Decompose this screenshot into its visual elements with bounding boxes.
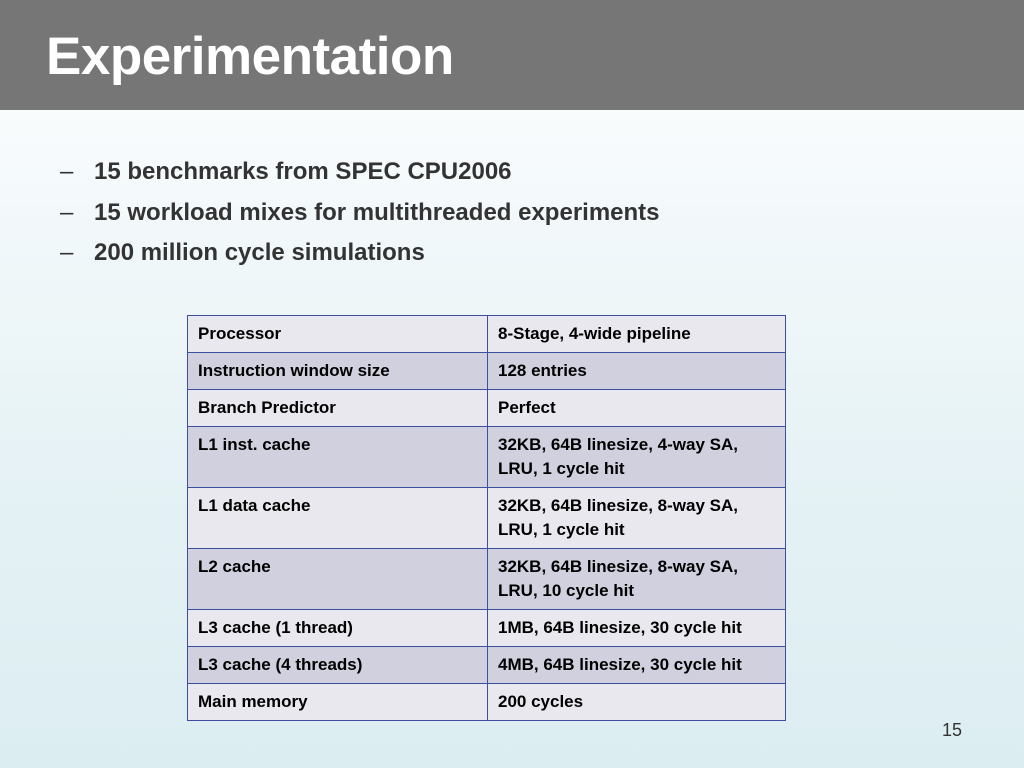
bullet-dash: – — [60, 198, 74, 226]
table-row: L1 data cache 32KB, 64B linesize, 8-way … — [187, 487, 786, 549]
value-cell: 1MB, 64B linesize, 30 cycle hit — [487, 609, 786, 647]
bullet-text: 15 benchmarks from SPEC CPU2006 — [94, 158, 512, 185]
table-row: Processor 8-Stage, 4-wide pipeline — [187, 315, 786, 353]
page-number: 15 — [941, 720, 962, 740]
param-cell: L3 cache (1 thread) — [187, 609, 488, 647]
configuration-table: Processor 8-Stage, 4-wide pipeline Instr… — [187, 315, 786, 721]
param-cell: L1 inst. cache — [187, 426, 488, 488]
table-row: Branch Predictor Perfect — [187, 389, 786, 427]
table-row: L2 cache 32KB, 64B linesize, 8-way SA, L… — [187, 548, 786, 610]
value-cell: 32KB, 64B linesize, 4-way SA, LRU, 1 cyc… — [487, 426, 786, 488]
param-cell: Main memory — [187, 683, 488, 721]
param-cell: L2 cache — [187, 548, 488, 610]
bullet-dash: – — [60, 158, 74, 185]
param-cell: L1 data cache — [187, 487, 488, 549]
table-row: L1 inst. cache 32KB, 64B linesize, 4-way… — [187, 426, 786, 488]
slide-title: Experimentation — [46, 27, 454, 86]
table-row: Main memory 200 cycles — [187, 683, 786, 721]
table-row: Instruction window size 128 entries — [187, 352, 786, 390]
table-row: L3 cache (1 thread) 1MB, 64B linesize, 3… — [187, 609, 786, 647]
title-bar: Experimentation — [0, 0, 1024, 110]
value-cell: 32KB, 64B linesize, 8-way SA, LRU, 1 cyc… — [487, 487, 786, 549]
value-cell: 200 cycles — [487, 683, 786, 721]
value-cell: 8-Stage, 4-wide pipeline — [487, 315, 786, 353]
param-cell: L3 cache (4 threads) — [187, 646, 488, 684]
bullet-text: 200 million cycle simulations — [94, 239, 425, 266]
bullet-item: – 200 million cycle simulations — [60, 239, 660, 280]
table-row: L3 cache (4 threads) 4MB, 64B linesize, … — [187, 646, 786, 684]
param-cell: Instruction window size — [187, 352, 488, 390]
bullet-item: – 15 workload mixes for multithreaded ex… — [60, 199, 660, 240]
value-cell: 32KB, 64B linesize, 8-way SA, LRU, 10 cy… — [487, 548, 786, 610]
value-cell: Perfect — [487, 389, 786, 427]
bullet-dash: – — [60, 239, 74, 266]
value-cell: 128 entries — [487, 352, 786, 390]
bullet-text: 15 workload mixes for multithreaded expe… — [94, 198, 660, 226]
bullet-item: – 15 benchmarks from SPEC CPU2006 — [60, 158, 660, 199]
bullet-list: – 15 benchmarks from SPEC CPU2006 – 15 w… — [60, 158, 660, 280]
param-cell: Processor — [187, 315, 488, 353]
param-cell: Branch Predictor — [187, 389, 488, 427]
value-cell: 4MB, 64B linesize, 30 cycle hit — [487, 646, 786, 684]
